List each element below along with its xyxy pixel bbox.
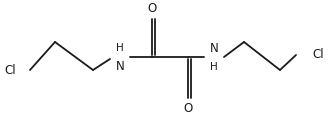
Text: N: N [210, 42, 218, 55]
Text: H: H [116, 43, 124, 53]
Text: Cl: Cl [312, 48, 324, 61]
Text: Cl: Cl [4, 63, 16, 76]
Text: H: H [210, 62, 218, 72]
Text: O: O [183, 101, 193, 114]
Text: N: N [116, 60, 124, 73]
Text: O: O [148, 2, 157, 15]
